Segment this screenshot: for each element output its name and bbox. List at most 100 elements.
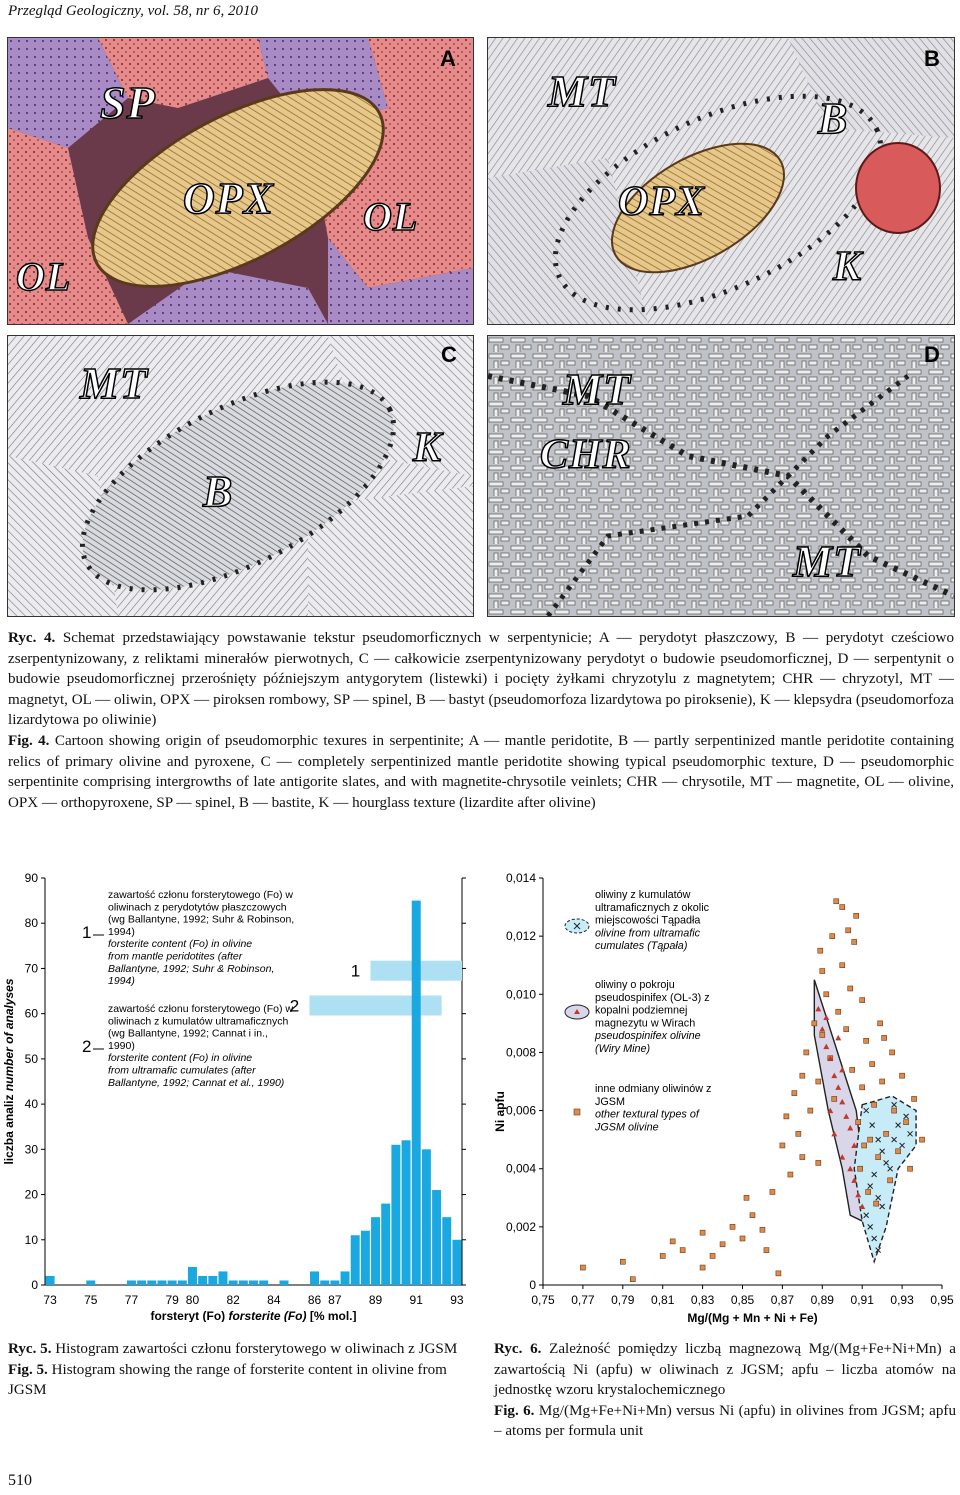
fig6-point-cross xyxy=(895,1122,901,1128)
fig6-point-square xyxy=(835,1008,842,1015)
fig5-bar xyxy=(177,1280,187,1285)
fig6-point-cross xyxy=(863,1212,870,1219)
fig6-point-triangle xyxy=(819,1026,826,1032)
fig6-point-cross xyxy=(875,1247,882,1253)
fig6-point-triangle xyxy=(847,1165,854,1172)
fig6-point-square xyxy=(795,1131,802,1137)
fig6-caption: Ryc. 6. Zależność pomiędzy liczbą magnez… xyxy=(494,1339,956,1442)
fig6-point-cross xyxy=(871,1235,878,1242)
fig6-point-triangle xyxy=(831,1072,838,1079)
fig6-x-tick-label: 0,89 xyxy=(811,1293,835,1307)
fig5-bar xyxy=(208,1275,218,1285)
fig5-caption-en-label: Fig. 5. xyxy=(8,1361,48,1378)
fig6-point-square xyxy=(811,1020,818,1027)
panel-b-illustration xyxy=(488,38,954,324)
fig6-point-cross xyxy=(907,1130,913,1137)
fig5-range-label-2: 2 xyxy=(290,997,299,1016)
fig6-y-tick-label: 0,014 xyxy=(506,871,536,885)
fig6-point-square xyxy=(859,1084,866,1091)
fig6-y-tick-label: 0,006 xyxy=(506,1104,536,1118)
fig5-caption-pl-text: Histogram zawartości członu forsterytowe… xyxy=(55,1341,458,1357)
fig5-bar xyxy=(167,1280,177,1285)
label-mt-d: MT xyxy=(562,364,631,415)
fig6-point-triangle xyxy=(851,1177,858,1183)
fig5-y-tick-label: 0 xyxy=(31,1278,38,1292)
fig6-point-cross xyxy=(903,1113,909,1120)
fig6-x-tick-label: 0,75 xyxy=(531,1293,555,1307)
fig5-x-tick-label: 91 xyxy=(410,1293,424,1307)
panel-d-illustration xyxy=(488,336,954,616)
fig6-y-tick-label: 0 xyxy=(529,1278,536,1292)
fig6-point-square xyxy=(865,1189,871,1195)
fig5-bar xyxy=(360,1230,370,1285)
fig6-point-square xyxy=(903,1119,909,1126)
fig6-point-cross xyxy=(879,1203,886,1210)
page-number: 510 xyxy=(8,1472,32,1489)
fig5-legend-number-1: 1 xyxy=(82,923,91,942)
fig6-point-square xyxy=(869,1061,875,1067)
fig6-point-square xyxy=(819,1032,826,1038)
fig6-point-square xyxy=(839,962,846,969)
fig6-point-square xyxy=(709,1253,716,1259)
fig5-bar xyxy=(330,1280,340,1285)
fig6-x-axis-label: Mg/(Mg + Mn + Ni + Fe) xyxy=(687,1311,817,1325)
fig6-point-square xyxy=(895,1148,901,1155)
fig5-bar xyxy=(442,1217,452,1285)
fig6-point-square xyxy=(779,1142,786,1149)
fig5-bar xyxy=(187,1266,197,1285)
fig5-bar xyxy=(157,1280,167,1285)
fig5-range-label-1: 1 xyxy=(351,962,360,981)
fig6-point-triangle xyxy=(827,1055,834,1061)
fig6-x-tick-label: 0,83 xyxy=(691,1293,715,1307)
fig5-x-tick-label: 80 xyxy=(186,1293,200,1307)
fig4-caption-en: Fig. 4. Cartoon showing origin of pseudo… xyxy=(8,731,954,813)
fig6-point-square xyxy=(823,991,830,998)
fig6-point-square xyxy=(859,997,866,1003)
fig6-point-square xyxy=(669,1238,676,1245)
label-opx-b: OPX xyxy=(617,178,705,226)
fig6-point-triangle xyxy=(823,1043,830,1050)
fig5-bar xyxy=(279,1280,289,1285)
fig5-x-tick-label: 84 xyxy=(267,1293,281,1307)
fig6-point-square xyxy=(881,1035,887,1041)
fig6-y-tick-label: 0,012 xyxy=(506,929,536,943)
fig6-point-square xyxy=(620,1258,626,1265)
fig6-x-tick-label: 0,79 xyxy=(611,1293,635,1307)
fig6-y-tick-label: 0,002 xyxy=(506,1220,536,1234)
fig6-point-square xyxy=(877,1020,883,1027)
fig6-point-cross xyxy=(863,1107,870,1114)
fig6-point-triangle xyxy=(835,1084,842,1090)
fig6-point-square xyxy=(729,1224,736,1230)
fig6-point-square xyxy=(743,1194,750,1201)
fig6-point-square xyxy=(907,1165,913,1172)
fig5-bar xyxy=(218,1271,228,1285)
fig5-caption-en-text: Histogram showing the range of forsterit… xyxy=(8,1361,447,1399)
fig5-range-band-2 xyxy=(309,995,442,1016)
fig6-x-tick-label: 0,95 xyxy=(930,1293,954,1307)
fig5-ylabel-en: number of analyses xyxy=(2,978,16,1091)
fig5-x-tick-label: 82 xyxy=(226,1293,240,1307)
fig6-point-cross xyxy=(891,1101,897,1108)
fig6-point-cross xyxy=(883,1160,889,1166)
fig6-point-square xyxy=(887,1177,893,1184)
fig4-caption-en-text: Cartoon showing origin of pseudomorphic … xyxy=(8,733,954,811)
fig6-point-square xyxy=(629,1276,636,1282)
fig5-x-tick-label: 87 xyxy=(328,1293,342,1307)
fig6-point-square xyxy=(659,1253,666,1259)
fig5-bar xyxy=(411,900,421,1285)
fig6-point-cross xyxy=(871,1171,878,1178)
fig5-legend-number-2: 2 xyxy=(82,1037,91,1056)
fig6-point-square xyxy=(739,1235,746,1242)
fig6-point-cross xyxy=(875,1194,882,1201)
fig5-x-tick-label: 93 xyxy=(450,1293,464,1307)
fig6-y-axis-label: Ni apfu xyxy=(493,1091,507,1132)
fig5-caption-pl-label: Ryc. 5. xyxy=(8,1341,52,1357)
fig6-caption-en-label: Fig. 6. xyxy=(494,1402,535,1419)
fig5-bar xyxy=(350,1235,360,1285)
label-ol: OL xyxy=(362,193,419,240)
fig6-point-square xyxy=(845,927,852,934)
fig6-point-square xyxy=(853,912,860,919)
fig4-caption-pl: Ryc. 4. Schemat przedstawiający powstawa… xyxy=(8,628,954,731)
fig5-xlabel-pl: forsteryt (Fo) xyxy=(150,1309,228,1322)
fig6-point-cross xyxy=(875,1136,882,1143)
